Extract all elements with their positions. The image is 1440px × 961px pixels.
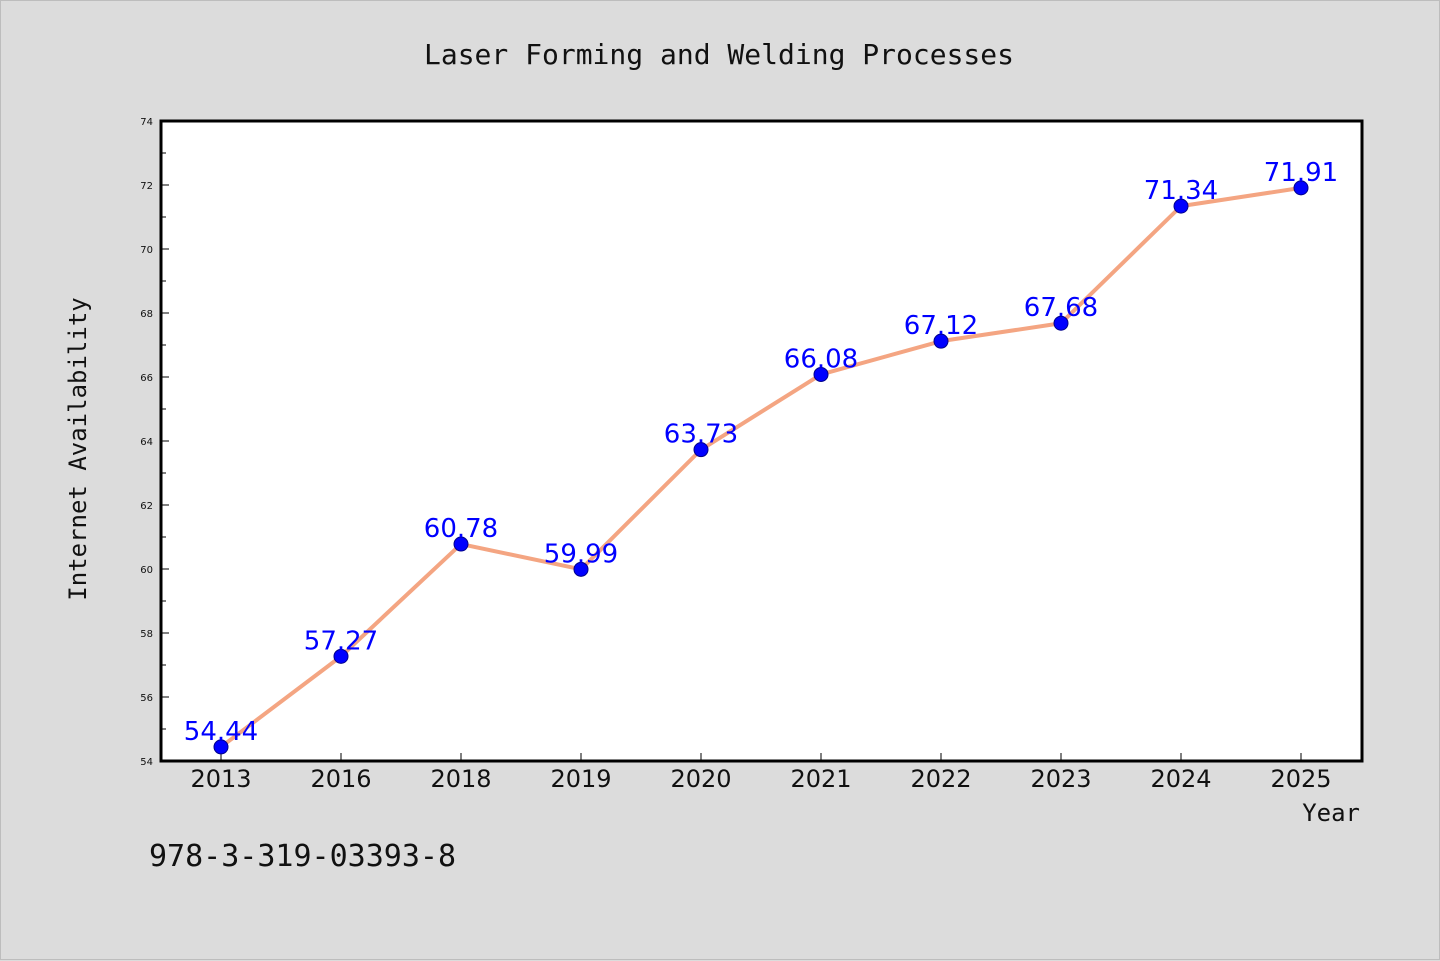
data-point bbox=[1173, 198, 1189, 214]
x-tick-label: 2018 bbox=[430, 765, 491, 793]
data-point bbox=[573, 561, 589, 577]
x-tick-label: 2024 bbox=[1150, 765, 1211, 793]
x-tick-label: 2013 bbox=[190, 765, 251, 793]
y-tick-label: 62 bbox=[140, 501, 153, 512]
data-point bbox=[813, 366, 829, 382]
y-tick-label: 58 bbox=[140, 629, 153, 640]
y-tick-label: 66 bbox=[140, 373, 153, 384]
data-point bbox=[213, 739, 229, 755]
plot-area bbox=[159, 119, 1364, 763]
isbn-footnote: 978-3-319-03393-8 bbox=[149, 839, 456, 874]
x-tick-label: 2016 bbox=[310, 765, 371, 793]
series-line-group bbox=[219, 185, 1302, 749]
y-tick-label: 68 bbox=[140, 309, 153, 320]
data-label: 71.91 bbox=[1264, 158, 1338, 188]
data-label: 57.27 bbox=[304, 626, 378, 656]
x-tick-label: 2021 bbox=[790, 765, 851, 793]
x-tick-label: 2023 bbox=[1030, 765, 1091, 793]
data-label: 54.44 bbox=[184, 717, 258, 747]
data-label: 71.34 bbox=[1144, 176, 1218, 206]
y-tick-label: 56 bbox=[140, 693, 153, 704]
data-label: 59.99 bbox=[544, 539, 618, 569]
data-label: 63.73 bbox=[664, 420, 738, 450]
chart-title: Laser Forming and Welding Processes bbox=[424, 38, 1014, 71]
x-tick-label: 2020 bbox=[670, 765, 731, 793]
data-point bbox=[693, 442, 709, 458]
data-label: 66.08 bbox=[784, 344, 858, 374]
x-axis: 2013 2016 2018 2019 2020 2021 2022 2023 2024 2025 bbox=[190, 753, 1332, 793]
x-tick-label: 2025 bbox=[1270, 765, 1331, 793]
y-axis: 54 56 58 60 62 64 66 68 70 72 74 bbox=[140, 117, 169, 768]
data-point bbox=[933, 333, 949, 349]
data-label: 60.78 bbox=[424, 514, 498, 544]
data-point bbox=[333, 648, 349, 664]
y-tick-label: 54 bbox=[140, 757, 153, 768]
data-point bbox=[1053, 315, 1069, 331]
y-tick-label: 74 bbox=[140, 117, 153, 128]
data-label: 67.68 bbox=[1024, 293, 1098, 323]
series-line bbox=[219, 185, 1302, 749]
data-markers bbox=[213, 180, 1309, 755]
data-point bbox=[1293, 180, 1309, 196]
data-point bbox=[453, 536, 469, 552]
y-tick-label: 70 bbox=[140, 245, 153, 256]
x-tick-label: 2019 bbox=[550, 765, 611, 793]
y-tick-label: 60 bbox=[140, 565, 153, 576]
y-tick-label: 72 bbox=[140, 181, 153, 192]
data-labels: 54.44 57.27 60.78 59.99 63.73 66.08 67.12 67.68… bbox=[184, 158, 1338, 747]
x-axis-label: Year bbox=[1302, 799, 1360, 827]
data-label: 67.12 bbox=[904, 311, 978, 341]
x-tick-label: 2022 bbox=[910, 765, 971, 793]
y-tick-label: 64 bbox=[140, 437, 153, 448]
y-axis-label: Internet Availability bbox=[64, 297, 92, 600]
